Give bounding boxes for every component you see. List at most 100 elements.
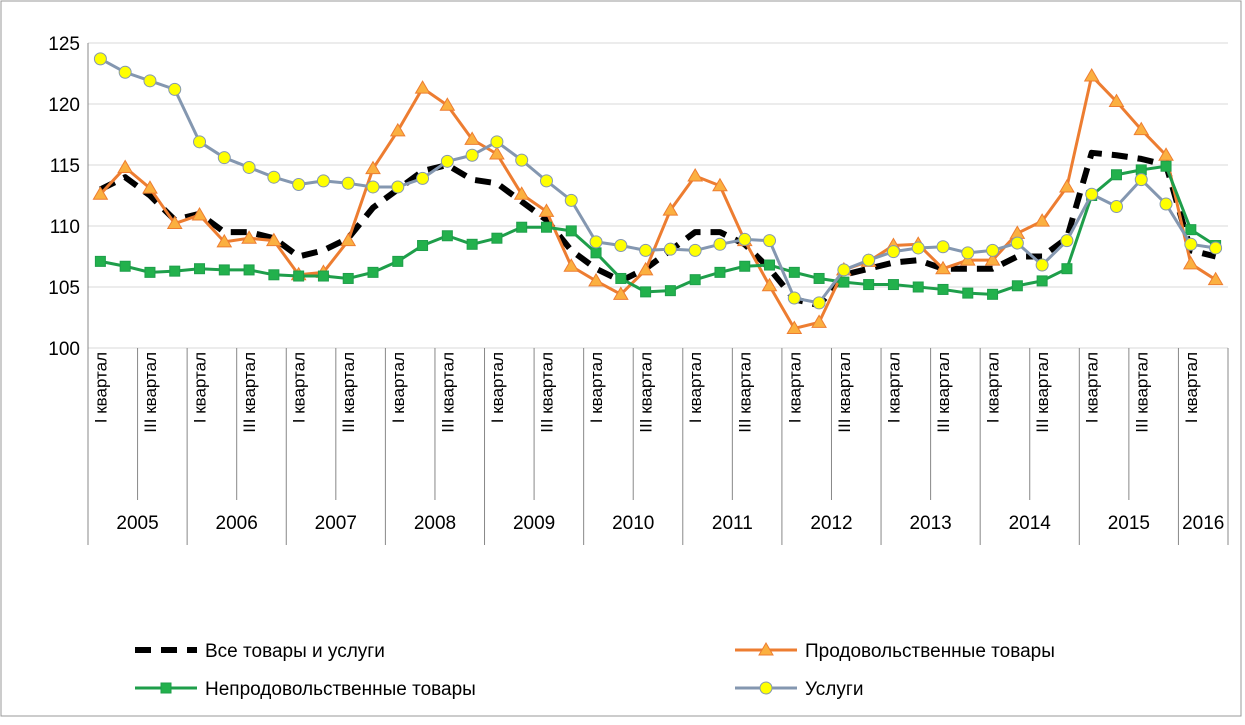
point-marker	[365, 160, 381, 175]
point-marker	[1061, 263, 1073, 275]
point-marker	[216, 233, 233, 248]
point-marker	[712, 177, 728, 192]
point-marker	[987, 288, 999, 300]
legend-label: Услуги	[805, 679, 863, 700]
x-tick-label: III квартал	[339, 352, 358, 433]
point-marker	[144, 266, 156, 278]
point-marker	[787, 291, 801, 305]
legend-marker	[758, 642, 774, 656]
year-label: 2012	[810, 513, 852, 534]
point-marker	[714, 266, 726, 278]
y-tick-label: 100	[48, 339, 80, 360]
point-marker	[414, 80, 431, 94]
x-tick-label: III квартал	[835, 352, 854, 433]
point-marker	[93, 52, 107, 66]
point-marker	[1109, 199, 1123, 213]
point-marker	[1059, 178, 1075, 193]
point-marker	[1133, 121, 1150, 136]
point-marker	[687, 167, 704, 182]
legend-marker	[160, 682, 172, 694]
point-marker	[1209, 241, 1223, 255]
point-marker	[689, 274, 701, 286]
year-label: 2015	[1108, 513, 1150, 534]
x-tick-label: I квартал	[984, 352, 1003, 423]
point-marker	[1108, 93, 1125, 108]
point-marker	[316, 174, 330, 188]
point-marker	[465, 148, 479, 162]
point-marker	[911, 241, 925, 255]
point-marker	[837, 263, 851, 277]
point-marker	[439, 97, 456, 111]
x-tick-label: I квартал	[91, 352, 110, 423]
legend-label: Все товары и услуги	[205, 641, 385, 662]
x-tick-label: I квартал	[290, 352, 309, 423]
point-marker	[1034, 213, 1051, 227]
point-marker	[538, 203, 555, 217]
point-marker	[539, 174, 553, 188]
point-marker	[812, 296, 826, 310]
point-marker	[813, 272, 825, 284]
x-tick-label: III квартал	[1033, 352, 1052, 433]
year-label: 2006	[216, 513, 258, 534]
point-marker	[1185, 224, 1197, 236]
point-marker	[342, 272, 354, 284]
point-marker	[589, 235, 603, 249]
x-tick-label: I квартал	[389, 352, 408, 423]
x-tick-label: I квартал	[1083, 352, 1102, 423]
point-marker	[166, 215, 183, 230]
point-marker	[194, 263, 206, 275]
x-tick-label: III квартал	[736, 352, 755, 433]
point-marker	[1159, 197, 1173, 211]
point-marker	[489, 146, 505, 160]
x-tick-label: I квартал	[884, 352, 903, 423]
point-marker	[392, 255, 404, 267]
point-marker	[268, 269, 280, 281]
point-marker	[1085, 187, 1099, 201]
year-label: 2009	[513, 513, 555, 534]
legend-item: Непродовольственные товары	[135, 679, 476, 700]
legend-item: Все товары и услуги	[135, 641, 385, 662]
x-tick-label: I квартал	[587, 352, 606, 423]
point-marker	[169, 265, 181, 277]
point-marker	[713, 237, 727, 251]
series	[99, 149, 1217, 309]
point-marker	[1011, 280, 1023, 292]
point-marker	[984, 252, 1001, 266]
series-line	[99, 57, 1216, 305]
point-marker	[391, 180, 405, 194]
point-marker	[217, 151, 231, 165]
point-marker	[738, 232, 752, 246]
point-marker	[1207, 271, 1224, 286]
legend-marker	[759, 681, 773, 695]
point-marker	[565, 225, 577, 237]
point-marker	[389, 122, 406, 137]
y-tick-label: 115	[50, 156, 80, 177]
point-marker	[92, 186, 109, 200]
point-marker	[441, 230, 453, 242]
point-marker	[265, 232, 282, 247]
point-marker	[886, 245, 900, 259]
point-marker	[340, 232, 357, 247]
point-marker	[417, 240, 429, 252]
point-marker	[912, 281, 924, 293]
x-tick-label: III квартал	[537, 352, 556, 433]
point-marker	[94, 255, 106, 267]
x-tick-label: III квартал	[141, 352, 160, 433]
year-label: 2008	[414, 513, 456, 534]
y-tick-label: 125	[48, 34, 80, 55]
point-marker	[267, 170, 281, 184]
y-tick-label: 110	[50, 217, 80, 238]
point-marker	[936, 240, 950, 254]
point-marker	[416, 171, 430, 185]
point-marker	[961, 246, 975, 260]
point-marker	[786, 320, 803, 334]
point-marker	[292, 178, 306, 192]
legend-item: Услуги	[735, 679, 863, 700]
point-marker	[664, 285, 676, 297]
point-marker	[564, 193, 578, 207]
point-marker	[612, 286, 629, 300]
year-label: 2007	[315, 513, 357, 534]
point-marker	[341, 176, 355, 190]
